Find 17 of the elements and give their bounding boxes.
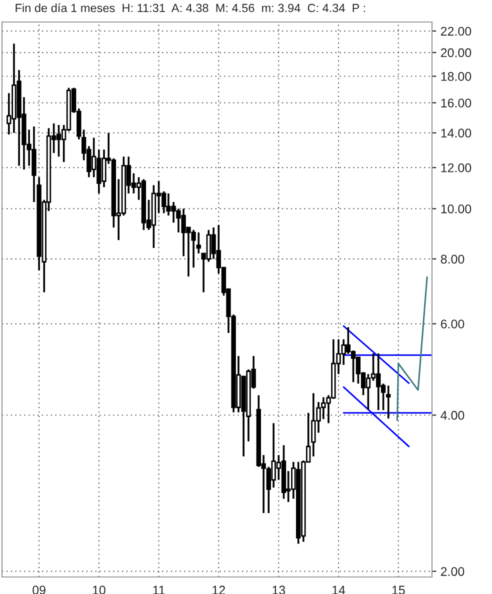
y-tick-label: 22.00 bbox=[440, 26, 472, 36]
y-tick-label: 2.00 bbox=[440, 567, 464, 576]
y-tick-label: 20.00 bbox=[440, 48, 472, 58]
y-tick-label: 4.00 bbox=[440, 410, 464, 420]
y-tick-label: 18.00 bbox=[441, 72, 472, 81]
y-tick-label: 8.00 bbox=[440, 254, 464, 264]
chart-title: Fin de día 1 meses H: 11:31 A: 4.38 M: 4.56 m: 3.94 C: 4.34 P : bbox=[16, 3, 365, 12]
x-tick-label: 14 bbox=[332, 586, 346, 594]
x-tick-label: 11 bbox=[153, 586, 165, 594]
y-tick-label: 12.00 bbox=[441, 163, 472, 172]
y-tick-label: 10.00 bbox=[441, 204, 472, 214]
x-tick-label: 12 bbox=[212, 586, 225, 594]
y-tick-label: 14.00 bbox=[441, 128, 472, 138]
y-tick-label: 6.00 bbox=[440, 320, 464, 328]
y-tick-label: 16.00 bbox=[441, 98, 472, 108]
candlestick bbox=[386, 384, 391, 420]
line-series bbox=[396, 276, 428, 422]
